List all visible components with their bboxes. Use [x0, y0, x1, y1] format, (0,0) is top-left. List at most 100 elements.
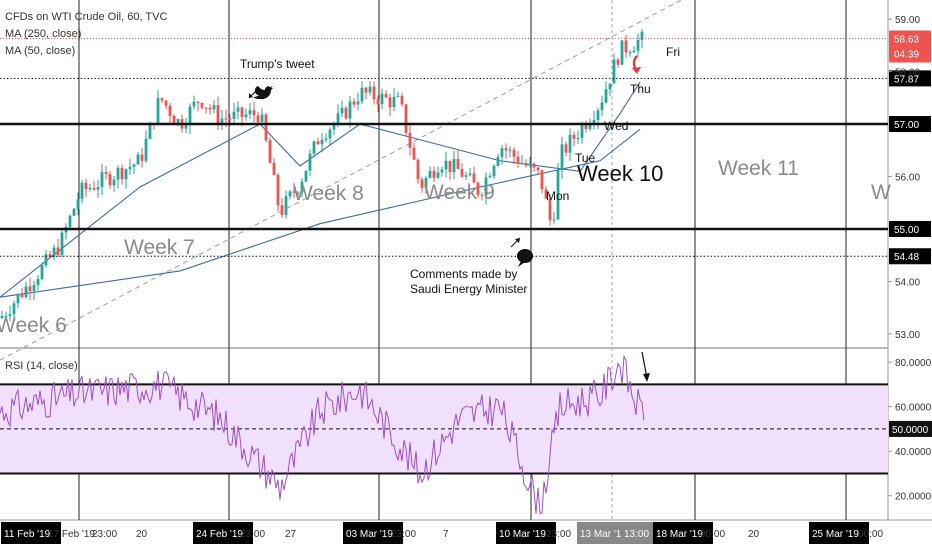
- day-mon-label: Mon: [546, 189, 569, 203]
- saudi-note-line2: Saudi Energy Minister: [410, 282, 527, 296]
- time-marker-box: [653, 522, 713, 544]
- candle-body: [204, 107, 208, 109]
- candle-body: [524, 163, 528, 166]
- time-axis-label: 03 Mar '19: [346, 529, 393, 540]
- time-highlight-box: [621, 522, 654, 544]
- candle-body: [264, 114, 268, 141]
- time-marker-box: [496, 522, 556, 544]
- time-axis-label: 10 Mar '19: [499, 529, 546, 540]
- rsi-current-label: 50.0000: [892, 425, 929, 436]
- candle-body: [304, 170, 308, 182]
- candle-body: [356, 101, 360, 105]
- level-tag-label: 54.48: [894, 252, 919, 263]
- trump-tweet-note: Trump's tweet: [240, 57, 315, 71]
- candle-body: [144, 138, 148, 161]
- candle-body: [384, 93, 388, 98]
- candle-body: [220, 118, 224, 124]
- candle-body: [328, 129, 332, 139]
- candle-body: [540, 170, 544, 190]
- trump-tweet-arrowhead: [249, 93, 253, 98]
- time-marker-box: [809, 522, 869, 544]
- week-8-label: Week 8: [293, 182, 364, 205]
- candle-body: [504, 148, 508, 151]
- candle-body: [216, 105, 220, 124]
- time-axis-label: 13 Mar '19: [580, 529, 627, 540]
- rsi-axis-label: 80.0000: [895, 358, 932, 369]
- rsi-current-tag: [889, 420, 932, 437]
- candle-body: [88, 187, 92, 190]
- price-axis-label: 54.00: [895, 277, 920, 288]
- candle-body: [112, 179, 116, 186]
- candle-body: [376, 99, 380, 105]
- candle-body: [28, 286, 32, 291]
- candle-body: [456, 159, 460, 169]
- candle-body: [596, 110, 600, 121]
- candle-body: [368, 86, 372, 93]
- candle-body: [116, 167, 120, 180]
- candle-body: [448, 160, 452, 173]
- candle-body: [172, 115, 176, 123]
- trendline: [0, 0, 683, 361]
- candle-body: [620, 40, 624, 65]
- candle-body: [52, 247, 56, 257]
- candle-body: [188, 106, 192, 126]
- candle-body: [20, 294, 24, 298]
- time-axis-label: 27: [285, 529, 297, 540]
- candle-body: [32, 284, 36, 291]
- candle-body: [424, 177, 428, 188]
- candle-body: [476, 182, 480, 195]
- candle-body: [464, 175, 468, 177]
- time-axis-label: 18 Mar '19: [656, 529, 703, 540]
- candle-body: [568, 134, 572, 153]
- candle-body: [200, 103, 204, 108]
- candle-body: [212, 105, 216, 110]
- rsi-axis-label: 40.0000: [895, 447, 932, 458]
- candle-body: [340, 107, 344, 114]
- time-axis-label: 24 Feb '19: [196, 529, 243, 540]
- candle-body: [228, 118, 232, 120]
- candle-body: [36, 278, 40, 285]
- candle-body: [604, 89, 608, 103]
- rsi-legend[interactable]: RSI (14, close): [5, 360, 78, 372]
- day-fri-label: Fri: [666, 45, 680, 59]
- day-tue-label: Tue: [575, 151, 596, 165]
- candle-body: [608, 83, 612, 90]
- candle-body: [392, 96, 396, 108]
- ma-250-legend[interactable]: MA (250, close): [5, 28, 81, 40]
- candle-body: [528, 163, 532, 166]
- candle-body: [472, 173, 476, 183]
- candle-body: [460, 168, 464, 177]
- candle-body: [576, 137, 580, 139]
- candle-body: [516, 156, 520, 164]
- candle-body: [84, 182, 88, 190]
- price-axis-label: 53.00: [895, 330, 920, 341]
- day-wed-label: Wed: [604, 119, 628, 133]
- candle-body: [40, 265, 44, 279]
- candle-body: [556, 170, 560, 220]
- time-axis-label: 23:00: [546, 529, 571, 540]
- candle-body: [636, 39, 640, 51]
- week-6-label: Week 6: [0, 314, 67, 337]
- candle-body: [416, 159, 420, 180]
- candle-body: [364, 87, 368, 93]
- candle-body: [396, 95, 400, 97]
- candle-body: [320, 139, 324, 145]
- candle-body: [564, 144, 568, 153]
- candle-body: [260, 114, 264, 123]
- rsi-axis-label: 20.0000: [895, 492, 932, 503]
- candle-body: [560, 144, 564, 171]
- time-axis-label: 20: [748, 529, 760, 540]
- week-12-partial-label: W: [871, 181, 891, 204]
- time-axis-label: 23:00: [240, 529, 265, 540]
- candle-body: [332, 123, 336, 130]
- candle-body: [496, 156, 500, 166]
- ma-50-legend[interactable]: MA (50, close): [5, 45, 75, 57]
- candle-body: [284, 196, 288, 215]
- candle-body: [148, 123, 152, 139]
- candle-body: [512, 149, 516, 157]
- candle-body: [592, 120, 596, 124]
- candle-body: [544, 189, 548, 199]
- candle-body: [404, 104, 408, 133]
- candle-body: [280, 205, 284, 215]
